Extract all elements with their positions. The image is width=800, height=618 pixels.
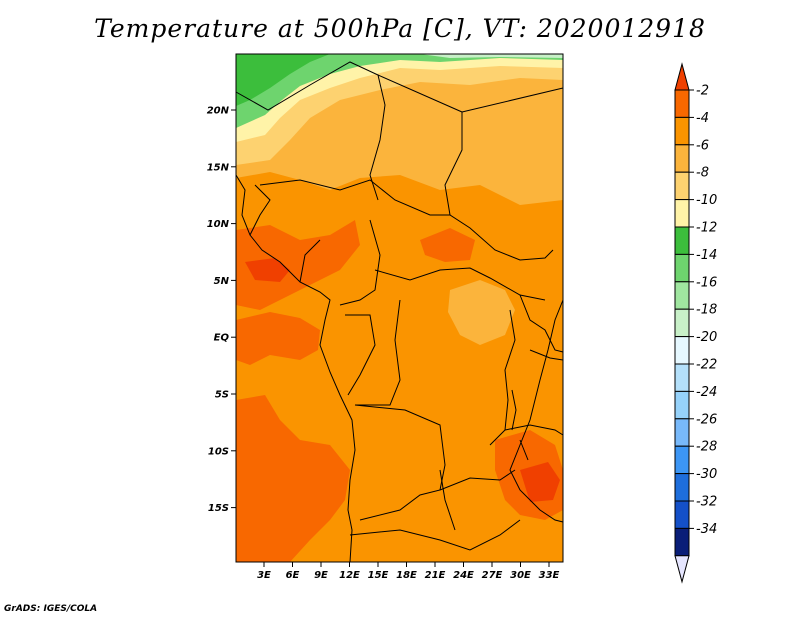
lat-label: EQ	[214, 333, 230, 344]
lon-label: 33E	[539, 570, 560, 581]
colorbar-segment	[674, 281, 690, 310]
border-east-3	[529, 349, 564, 361]
hot-patch-east	[520, 462, 560, 502]
cool-patch-center	[448, 280, 515, 345]
colorbar-label: -18	[696, 303, 717, 318]
latitude-axis: 20N 15N 10N 5N EQ 5S 10S 15S	[207, 106, 236, 514]
hot-patch-coast	[245, 258, 290, 282]
colorbar-segment	[674, 116, 690, 146]
colorbar-top-arrow	[674, 62, 690, 91]
map-frame	[235, 53, 564, 563]
colorbar-label: -24	[696, 385, 717, 400]
lon-label: 21E	[425, 570, 446, 581]
page-title: Temperature at 500hPa [C], VT: 202001291…	[94, 14, 706, 43]
credit-label: GrADS: IGES/COLA	[4, 604, 98, 614]
lon-label: 30E	[510, 570, 531, 581]
country-borders	[235, 61, 564, 563]
lon-label: 3E	[257, 570, 271, 581]
colorbar-segment	[674, 89, 690, 118]
colorbar-segment	[674, 418, 690, 447]
colorbar-segment	[674, 363, 690, 392]
pale-strip-top	[420, 54, 563, 58]
border-north-2	[377, 74, 463, 216]
colorbar-label: -6	[696, 138, 709, 153]
lon-label: 12E	[339, 570, 360, 581]
colorbar-segment	[674, 336, 690, 365]
colorbar-label: -30	[696, 467, 717, 482]
colorbar-label: -16	[696, 275, 717, 290]
colorbar: -2 -4 -6 -8 -10 -12 -14 -16 -18 -20 -22 -24 -26 -28 -3…	[674, 62, 717, 584]
lat-label: 5N	[214, 276, 230, 287]
colorbar-segment	[674, 390, 690, 420]
border-east-1	[461, 87, 564, 113]
colorbar-segment	[674, 445, 690, 475]
border-east-2	[519, 294, 564, 353]
lon-label: 6E	[286, 570, 300, 581]
border-west-2	[299, 239, 321, 283]
colorbar-segment	[674, 226, 690, 255]
border-lake-1	[511, 389, 517, 431]
lat-label: 15S	[208, 503, 229, 514]
colorbar-label: -14	[696, 248, 717, 263]
lat-label: 10N	[207, 219, 230, 230]
border-sahel	[259, 179, 554, 261]
lat-label: 15N	[207, 162, 230, 173]
colorbar-label: -10	[696, 193, 717, 208]
colorbar-segment	[674, 253, 690, 283]
border-central-1	[339, 219, 381, 306]
lat-label: 5S	[215, 390, 229, 401]
lon-label: 9E	[314, 570, 328, 581]
colorbar-segment	[674, 199, 690, 228]
green-band-north-dark	[236, 54, 330, 106]
border-congo-1	[345, 314, 376, 396]
lon-label: 18E	[396, 570, 417, 581]
warm-patch-central	[420, 228, 475, 262]
colorbar-label: -26	[696, 412, 717, 427]
colorbar-segment	[674, 308, 690, 338]
lon-label: 15E	[368, 570, 389, 581]
warm-patch-gulf	[236, 312, 320, 365]
colorbar-bottom-arrow	[674, 555, 690, 584]
colorbar-label: -4	[696, 111, 709, 126]
border-mid-1	[439, 469, 456, 531]
border-angola	[354, 404, 446, 521]
colorbar-label: -28	[696, 440, 717, 455]
border-tanz	[504, 424, 564, 436]
warm-patch-west-coast	[236, 220, 360, 310]
border-lake-2	[519, 439, 529, 461]
warm-patch-southwest	[236, 395, 350, 562]
border-congo-3	[489, 309, 516, 446]
lat-label: 10S	[208, 446, 229, 457]
colorbar-label: -32	[696, 495, 717, 510]
border-south-2	[349, 519, 521, 551]
colorbar-segment	[674, 473, 690, 502]
green-band-north	[236, 54, 563, 128]
colorbar-label: -8	[696, 166, 709, 181]
lat-label: 20N	[207, 106, 230, 117]
colorbar-segment	[674, 500, 690, 529]
border-west-1	[249, 184, 271, 236]
colorbar-label: -34	[696, 522, 717, 537]
colorbar-label: -2	[696, 84, 709, 99]
colorbar-segment	[674, 171, 690, 201]
lon-label: 27E	[482, 570, 503, 581]
colorbar-label: -22	[696, 358, 717, 373]
border-congo-2	[355, 299, 401, 406]
colorbar-label: -20	[696, 330, 717, 345]
border-south-1	[439, 469, 516, 491]
colorbar-segment	[674, 527, 690, 557]
colorbar-segment	[674, 144, 690, 173]
lon-label: 24E	[453, 570, 474, 581]
colorbar-label: -12	[696, 221, 717, 236]
longitude-axis: 3E 6E 9E 12E 15E 18E 21E 24E 27E 30E 33E	[257, 562, 560, 581]
